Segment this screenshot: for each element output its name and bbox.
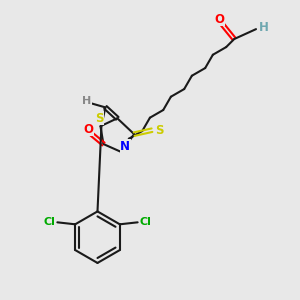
- Text: H: H: [82, 97, 91, 106]
- Text: O: O: [214, 13, 224, 26]
- Text: S: S: [155, 124, 163, 137]
- Text: H: H: [259, 21, 269, 34]
- Text: Cl: Cl: [140, 217, 152, 227]
- Text: O: O: [84, 123, 94, 136]
- Text: N: N: [120, 140, 130, 152]
- Text: S: S: [95, 112, 104, 125]
- Text: Cl: Cl: [44, 217, 56, 227]
